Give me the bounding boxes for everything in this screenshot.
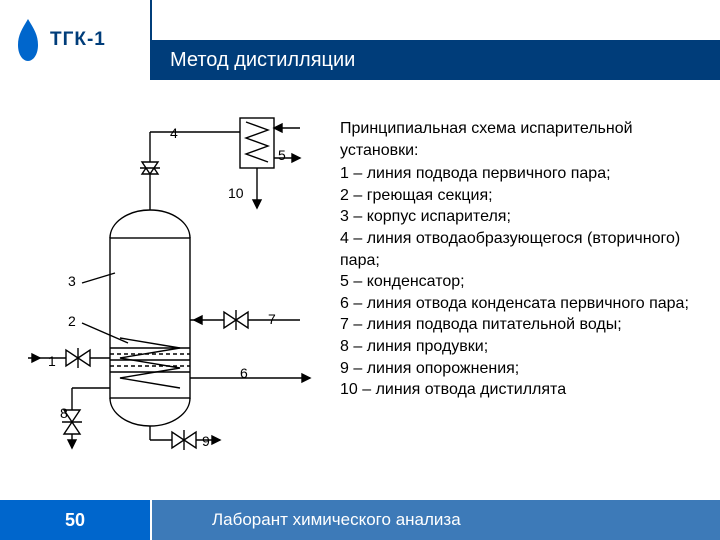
slide-title: Метод дистилляции	[170, 49, 355, 72]
title-bar: Метод дистилляции	[150, 40, 720, 80]
description-item: 8 – линия продувки;	[340, 336, 702, 358]
diagram-label: 3	[68, 273, 76, 289]
description-title: Принципиальная схема испарительной устан…	[340, 118, 702, 161]
logo-text: ТГК-1	[50, 29, 106, 51]
description-item: 4 – линия отводаобразующегося (вторичног…	[340, 228, 702, 271]
page-number-box: 50	[0, 500, 150, 540]
diagram-label: 4	[170, 125, 178, 141]
description-item: 10 – линия отвода дистиллята	[340, 379, 702, 401]
logo-block: ТГК-1	[0, 0, 150, 80]
flame-icon	[10, 17, 46, 63]
description-item: 5 – конденсатор;	[340, 271, 702, 293]
diagram-label: 6	[240, 365, 248, 381]
description-item: 7 – линия подвода питательной воды;	[340, 314, 702, 336]
diagram-label: 5	[278, 147, 286, 163]
diagram-label: 2	[68, 313, 76, 329]
description-item: 9 – линия опорожнения;	[340, 358, 702, 380]
description-item: 1 – линия подвода первичного пара;	[340, 163, 702, 185]
description-block: Принципиальная схема испарительной устан…	[330, 88, 720, 500]
diagram-label: 9	[202, 433, 210, 449]
footer-text: Лаборант химического анализа	[152, 510, 461, 530]
description-item: 6 – линия отвода конденсата первичного п…	[340, 293, 702, 315]
description-item: 2 – греющая секция;	[340, 185, 702, 207]
diagram-label: 10	[228, 185, 244, 201]
diagram-label: 7	[268, 311, 276, 327]
slide-footer: 50 Лаборант химического анализа	[0, 500, 720, 540]
description-item: 3 – корпус испарителя;	[340, 206, 702, 228]
distillation-diagram: 1 2 3 4 5 6 7 8 9 10	[10, 88, 330, 468]
page-number: 50	[65, 510, 85, 531]
slide-header: ТГК-1 Метод дистилляции	[0, 0, 720, 80]
content-area: 1 2 3 4 5 6 7 8 9 10 Принципиальная схема испарит…	[0, 88, 720, 500]
diagram-label: 8	[60, 405, 68, 421]
diagram-label: 1	[48, 353, 56, 369]
